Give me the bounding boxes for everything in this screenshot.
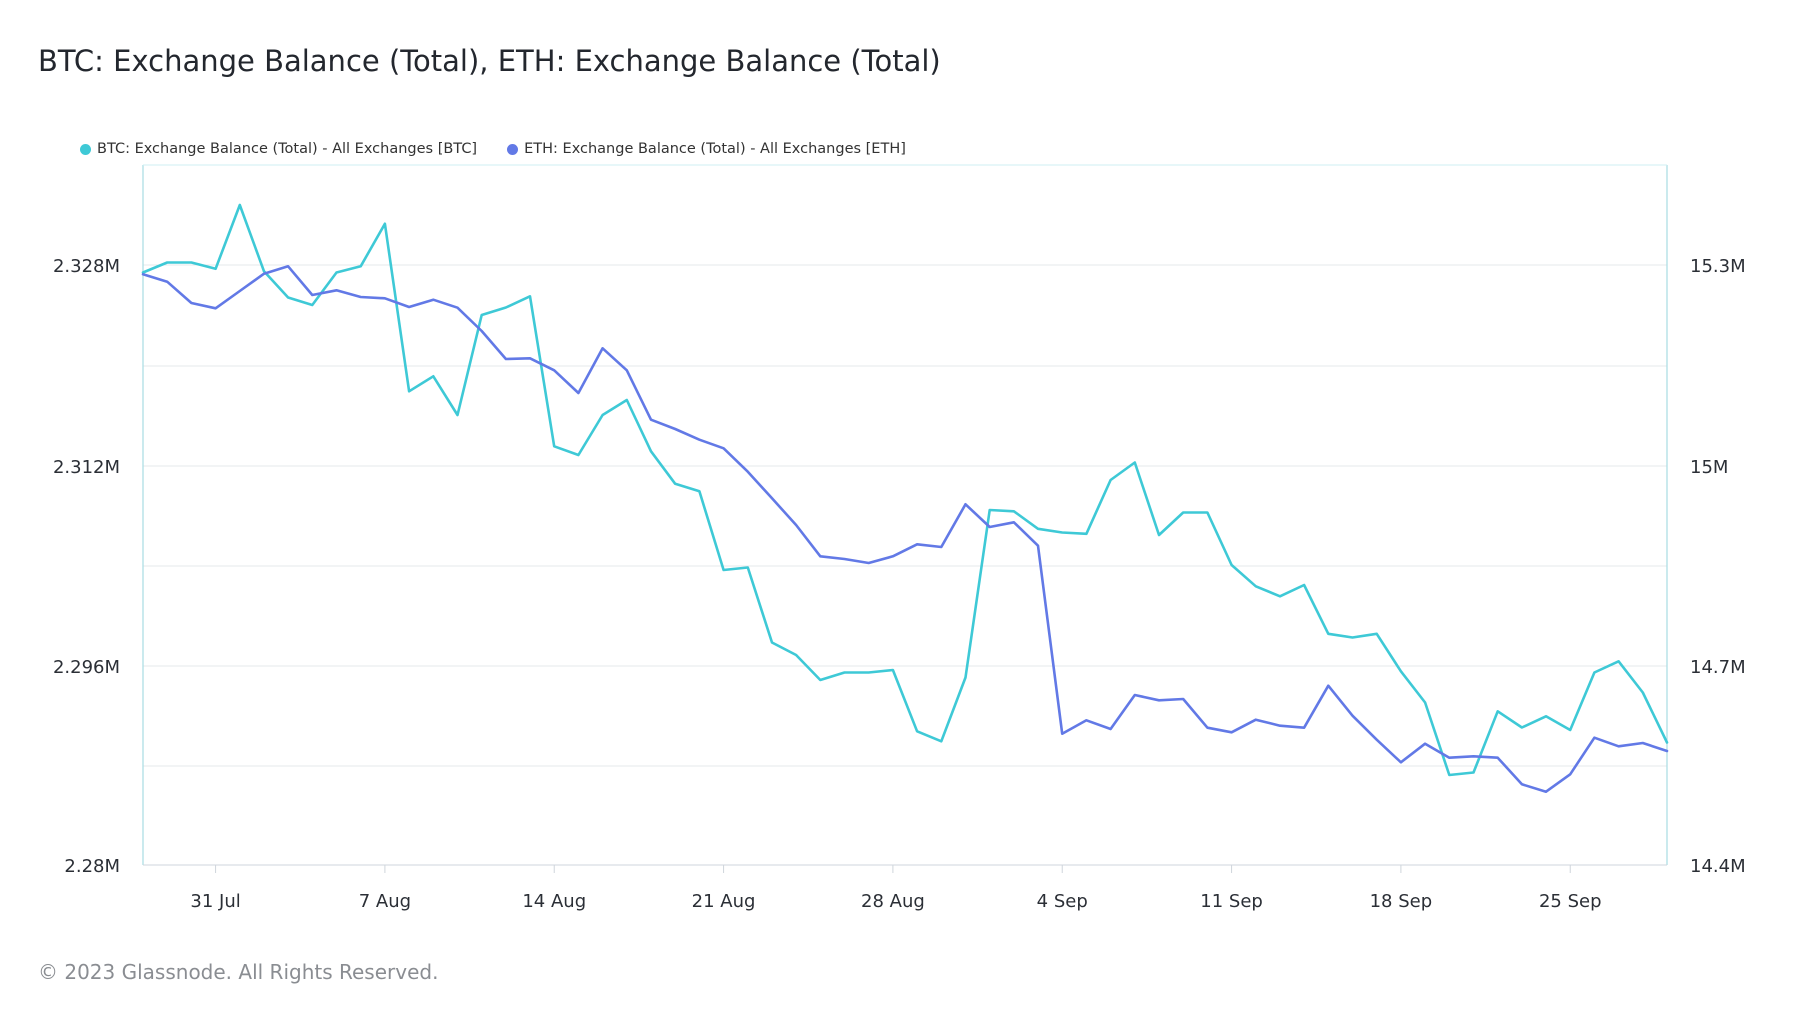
series-line-eth[interactable] (141, 264, 1669, 794)
y-right-tick-label: 14.4M (1690, 856, 1746, 877)
y-right-tick-label: 15M (1690, 457, 1728, 478)
y-left-tick-label: 2.296M (53, 657, 120, 678)
chart-title: BTC: Exchange Balance (Total), ETH: Exch… (38, 44, 941, 78)
grid (143, 264, 1667, 866)
legend-item-btc[interactable]: BTC: Exchange Balance (Total) - All Exch… (80, 141, 477, 157)
x-tick-label: 7 Aug (359, 891, 411, 912)
axes (142, 164, 1668, 873)
legend-item-eth[interactable]: ETH: Exchange Balance (Total) - All Exch… (507, 141, 906, 157)
x-tick-label: 25 Sep (1539, 891, 1602, 912)
series-layer (141, 203, 1669, 794)
legend-dot-btc (80, 143, 91, 155)
tick-labels: 2.328M 2.312M 2.296M 2.28M 15.3M 15M 14.7M 14.4… (53, 256, 1746, 912)
x-tick-label: 21 Aug (692, 891, 756, 912)
copyright-footer: © 2023 Glassnode. All Rights Reserved. (38, 960, 439, 984)
y-left-tick-label: 2.28M (64, 856, 120, 877)
x-tick-label: 14 Aug (522, 891, 586, 912)
y-left-tick-label: 2.328M (53, 256, 120, 277)
series-line-btc[interactable] (141, 203, 1669, 777)
legend-dot-eth (507, 143, 519, 155)
x-tick-label: 4 Sep (1037, 891, 1088, 912)
points-layer (142, 204, 1668, 792)
legend: BTC: Exchange Balance (Total) - All Exch… (80, 141, 906, 157)
x-tick-label: 11 Sep (1200, 891, 1263, 912)
x-tick-label: 28 Aug (861, 891, 925, 912)
x-tick-label: 18 Sep (1370, 891, 1433, 912)
legend-label-eth: ETH: Exchange Balance (Total) - All Exch… (524, 141, 906, 157)
legend-label-btc: BTC: Exchange Balance (Total) - All Exch… (97, 141, 478, 157)
y-right-tick-label: 14.7M (1690, 657, 1746, 678)
x-tick-label: 31 Jul (190, 891, 240, 912)
y-left-tick-label: 2.312M (53, 457, 120, 478)
y-right-tick-label: 15.3M (1690, 256, 1746, 277)
